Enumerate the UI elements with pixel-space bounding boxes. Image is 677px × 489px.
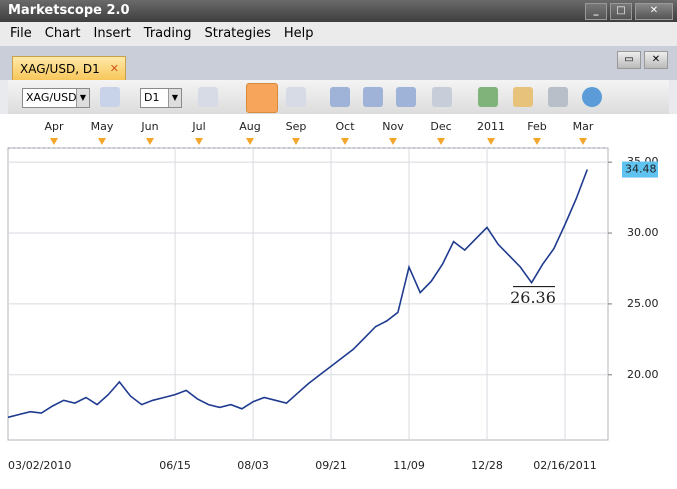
month-label: Jul <box>191 120 205 133</box>
month-marker <box>341 138 349 145</box>
month-label: Sep <box>286 120 307 133</box>
month-label: 2011 <box>477 120 505 133</box>
month-marker <box>246 138 254 145</box>
month-label: May <box>91 120 114 133</box>
close-button[interactable]: ✕ <box>635 3 673 20</box>
month-label: Dec <box>430 120 451 133</box>
tab-label: XAG/USD, D1 <box>20 62 100 76</box>
month-marker <box>195 138 203 145</box>
tool-button[interactable] <box>363 87 383 107</box>
tool-button[interactable] <box>513 87 533 107</box>
menu-item[interactable]: Trading <box>143 26 192 41</box>
month-label: Feb <box>527 120 546 133</box>
x-tick-label: 09/21 <box>315 459 347 472</box>
month-marker <box>437 138 445 145</box>
tool-button[interactable] <box>330 87 350 107</box>
price-line <box>7 169 589 419</box>
period-select[interactable]: D1 ▼ <box>140 88 182 108</box>
maximize-button[interactable]: □ <box>610 3 632 20</box>
month-label: Jun <box>140 120 158 133</box>
tab-close[interactable]: ✕ <box>109 62 119 75</box>
tool-button[interactable] <box>396 87 416 107</box>
instrument-select[interactable]: XAG/USD ▼ <box>22 88 90 108</box>
tool-button[interactable] <box>286 87 306 107</box>
menu-item[interactable]: File <box>10 26 32 41</box>
x-tick-label: 03/02/2010 <box>8 459 71 472</box>
tool-button[interactable] <box>198 87 218 107</box>
title-bar: Marketscope 2.0 _ □ ✕ <box>0 0 677 22</box>
menu-bar: File Chart Insert Trading Strategies Help <box>0 22 677 46</box>
month-marker <box>146 138 154 145</box>
y-tick-label: 25.00 <box>627 297 659 310</box>
close-chart-button[interactable]: ✕ <box>644 51 668 69</box>
restore-button[interactable]: ▭ <box>617 51 641 69</box>
toolbar: XAG/USD ▼ D1 ▼ <box>8 80 669 115</box>
instrument: XAG/USD <box>26 91 77 104</box>
annotation-label: 26.36 <box>510 288 556 307</box>
menu-item[interactable]: Strategies <box>204 26 271 41</box>
last-price-label: 34.48 <box>625 163 657 176</box>
x-tick-label: 02/16/2011 <box>533 459 596 472</box>
tab-bar: XAG/USD, D1 ✕ ▭ ✕ <box>0 46 677 81</box>
tool-button[interactable] <box>432 87 452 107</box>
menu-item[interactable]: Insert <box>93 26 131 41</box>
month-marker <box>98 138 106 145</box>
minimize-button[interactable]: _ <box>585 3 607 20</box>
tool-button[interactable] <box>100 87 120 107</box>
month-label: Aug <box>239 120 260 133</box>
period: D1 <box>144 91 160 104</box>
month-label: Mar <box>573 120 594 133</box>
month-marker <box>389 138 397 145</box>
tool-button[interactable] <box>478 87 498 107</box>
month-label: Apr <box>44 120 64 133</box>
month-marker <box>533 138 541 145</box>
menu-item[interactable]: Help <box>283 26 314 41</box>
month-marker <box>50 138 58 145</box>
chart-tab[interactable]: XAG/USD, D1 ✕ <box>12 56 126 81</box>
x-tick-label: 11/09 <box>393 459 425 472</box>
chart: Apr May Jun Jul Aug Sep Oct Nov Dec 2011 Feb Mar 20.… <box>0 114 677 489</box>
tool-button[interactable] <box>548 87 568 107</box>
x-tick-label: 12/28 <box>471 459 503 472</box>
y-tick-label: 20.00 <box>627 368 659 381</box>
x-tick-label: 08/03 <box>237 459 269 472</box>
y-tick-label: 30.00 <box>627 226 659 239</box>
tool-button[interactable] <box>582 87 602 107</box>
plot-area <box>7 147 609 441</box>
month-marker <box>487 138 495 145</box>
menu-item[interactable]: Chart <box>44 26 81 41</box>
last-price-box <box>622 161 658 178</box>
window-title: Marketscope 2.0 <box>8 3 130 18</box>
month-label: Nov <box>382 120 404 133</box>
month-marker <box>579 138 587 145</box>
month-marker <box>292 138 300 145</box>
tool-button-active[interactable] <box>246 83 278 113</box>
month-label: Oct <box>335 120 355 133</box>
x-tick-label: 06/15 <box>159 459 191 472</box>
